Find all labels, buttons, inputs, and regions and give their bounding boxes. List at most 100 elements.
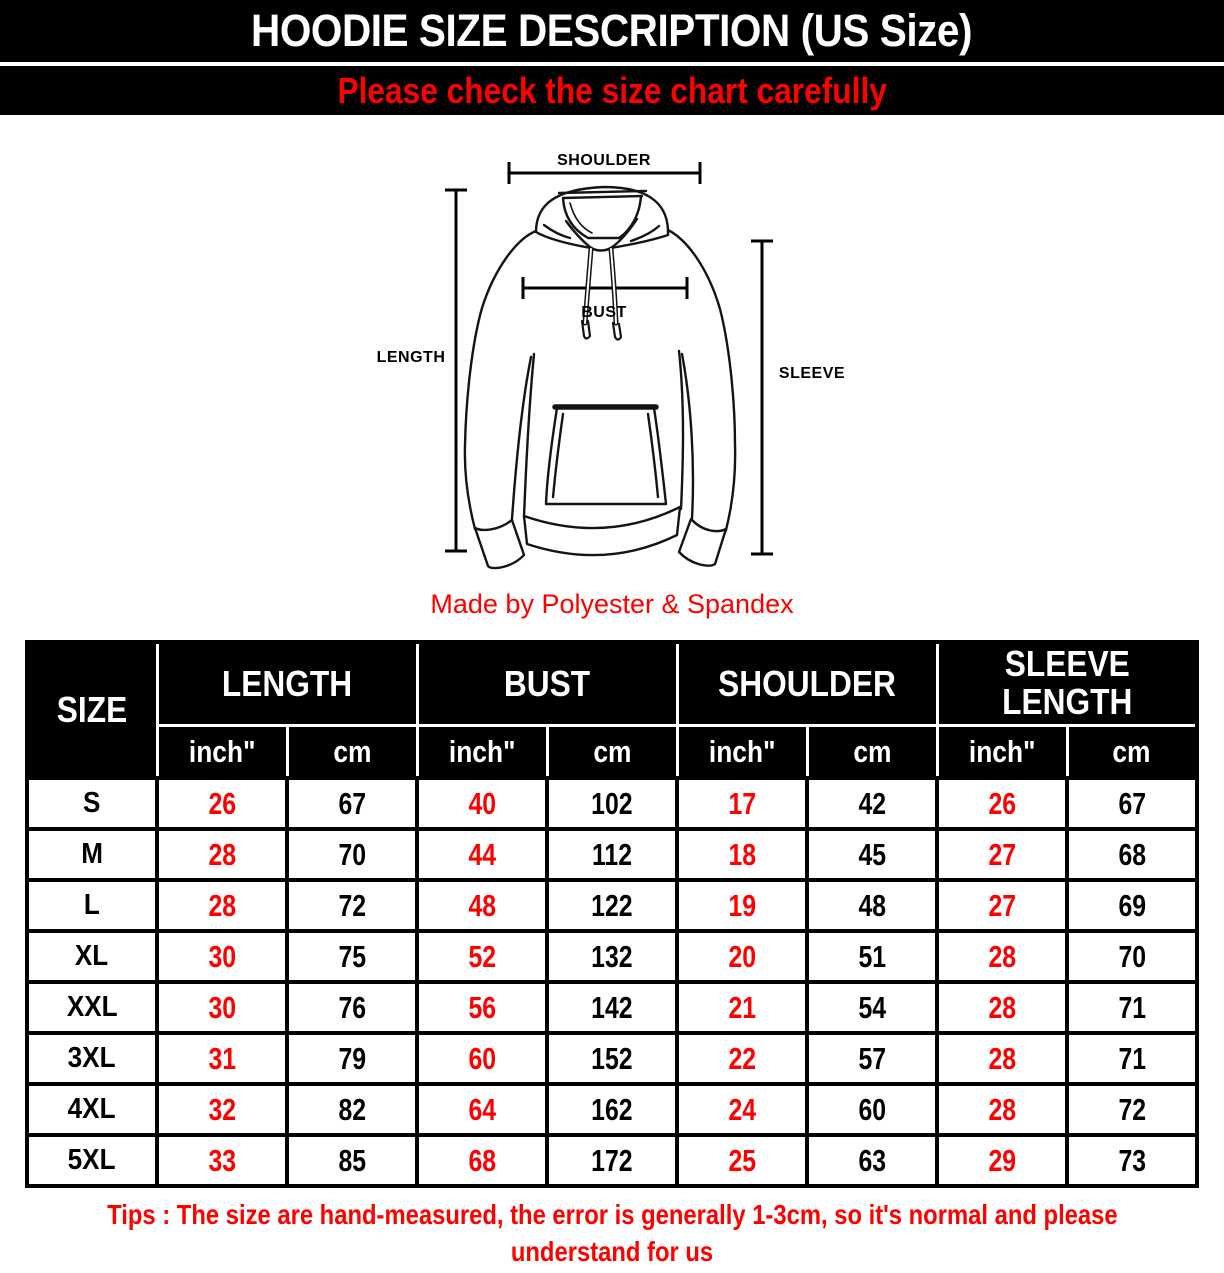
hem-band — [522, 505, 682, 557]
cm-value-cell: 71 — [1065, 980, 1199, 1035]
inch-value-cell: 24 — [675, 1082, 809, 1137]
page-title: HOODIE SIZE DESCRIPTION (US Size) — [251, 5, 973, 56]
inch-value-cell: 28 — [155, 827, 289, 882]
inch-value-cell: 22 — [675, 1031, 809, 1086]
cm-value-cell: 54 — [805, 980, 939, 1035]
inch-value-cell: 52 — [415, 929, 549, 984]
hood — [534, 185, 670, 237]
tips-note: Tips : The size are hand-measured, the e… — [0, 1196, 1224, 1270]
col-header-size: SIZE — [25, 640, 159, 780]
drawstrings — [580, 246, 623, 341]
cm-value-cell: 60 — [805, 1082, 939, 1137]
size-cell: L — [25, 878, 159, 933]
col-header-shoulder: SHOULDER — [675, 640, 939, 727]
inch-value-cell: 40 — [415, 776, 549, 831]
length-label: LENGTH — [377, 349, 446, 366]
col-header-bust: BUST — [415, 640, 679, 727]
sleeve-measure-line — [751, 239, 773, 556]
hoodie-outline — [463, 185, 737, 570]
inch-value-cell: 31 — [155, 1031, 289, 1086]
cm-value-cell: 70 — [1065, 929, 1199, 984]
inch-value-cell: 32 — [155, 1082, 289, 1137]
cm-value-cell: 72 — [1065, 1082, 1199, 1137]
inch-value-cell: 44 — [415, 827, 549, 882]
unit-header-inch: inch" — [675, 724, 809, 780]
cm-value-cell: 57 — [805, 1031, 939, 1086]
size-cell: S — [25, 776, 159, 831]
tips-line-2: understand for us — [510, 1236, 714, 1267]
cm-value-cell: 42 — [805, 776, 939, 831]
right-cuff — [677, 517, 728, 567]
cm-value-cell: 142 — [545, 980, 679, 1035]
cm-value-cell: 71 — [1065, 1031, 1199, 1086]
tips-line-1: Tips : The size are hand-measured, the e… — [106, 1199, 1118, 1230]
cm-value-cell: 73 — [1065, 1133, 1199, 1188]
size-cell: XXL — [25, 980, 159, 1035]
cm-value-cell: 152 — [545, 1031, 679, 1086]
inch-value-cell: 26 — [935, 776, 1069, 831]
sleeve-label: SLEEVE — [779, 365, 845, 382]
inch-value-cell: 30 — [155, 929, 289, 984]
inch-value-cell: 27 — [935, 827, 1069, 882]
inch-value-cell: 20 — [675, 929, 809, 984]
unit-header-cm: cm — [285, 724, 419, 780]
inch-value-cell: 33 — [155, 1133, 289, 1188]
inch-value-cell: 17 — [675, 776, 809, 831]
cm-value-cell: 75 — [285, 929, 419, 984]
col-header-length: LENGTH — [155, 640, 419, 727]
cm-value-cell: 69 — [1065, 878, 1199, 933]
size-cell: 3XL — [25, 1031, 159, 1086]
inch-value-cell: 29 — [935, 1133, 1069, 1188]
cm-value-cell: 112 — [545, 827, 679, 882]
cm-value-cell: 70 — [285, 827, 419, 882]
unit-header-cm: cm — [805, 724, 939, 780]
inch-value-cell: 18 — [675, 827, 809, 882]
inch-value-cell: 19 — [675, 878, 809, 933]
shoulder-label: SHOULDER — [557, 152, 651, 169]
kangaroo-pocket — [544, 406, 668, 506]
inch-value-cell: 56 — [415, 980, 549, 1035]
inch-value-cell: 48 — [415, 878, 549, 933]
cm-value-cell: 102 — [545, 776, 679, 831]
cm-value-cell: 72 — [285, 878, 419, 933]
cm-value-cell: 162 — [545, 1082, 679, 1137]
unit-header-cm: cm — [545, 724, 679, 780]
cm-value-cell: 63 — [805, 1133, 939, 1188]
table-row: 3XL 31 79 60 152 22 57 28 71 — [25, 1031, 1199, 1086]
table-row: 5XL 33 85 68 172 25 63 29 73 — [25, 1133, 1199, 1188]
inch-value-cell: 30 — [155, 980, 289, 1035]
inch-value-cell: 28 — [935, 1031, 1069, 1086]
inch-value-cell: 27 — [935, 878, 1069, 933]
size-cell: M — [25, 827, 159, 882]
inch-value-cell: 28 — [935, 1082, 1069, 1137]
size-table-body: S 26 67 40 102 17 42 26 67 M 28 70 44 112 18 45 27 68 L 28 7… — [25, 776, 1199, 1188]
table-row: M 28 70 44 112 18 45 27 68 — [25, 827, 1199, 882]
cm-value-cell: 172 — [545, 1133, 679, 1188]
title-bar: HOODIE SIZE DESCRIPTION (US Size) — [0, 0, 1224, 62]
cm-value-cell: 45 — [805, 827, 939, 882]
cm-value-cell: 68 — [1065, 827, 1199, 882]
shoulder-measure-line — [507, 162, 702, 184]
subtitle-warning-text: Please check the size chart carefully — [337, 69, 887, 111]
cm-value-cell: 132 — [545, 929, 679, 984]
table-row: XL 30 75 52 132 20 51 28 70 — [25, 929, 1199, 984]
unit-header-cm: cm — [1065, 724, 1199, 780]
unit-header-inch: inch" — [415, 724, 549, 780]
cm-value-cell: 48 — [805, 878, 939, 933]
table-row: S 26 67 40 102 17 42 26 67 — [25, 776, 1199, 831]
inch-value-cell: 64 — [415, 1082, 549, 1137]
cm-value-cell: 85 — [285, 1133, 419, 1188]
left-cuff — [473, 518, 526, 570]
inch-value-cell: 28 — [935, 980, 1069, 1035]
inch-value-cell: 28 — [935, 929, 1069, 984]
cm-value-cell: 122 — [545, 878, 679, 933]
length-measure-line — [445, 188, 467, 553]
hoodie-measurement-diagram: SHOULDER LENGTH BUST SLEEVE — [377, 152, 845, 570]
table-row: 4XL 32 82 64 162 24 60 28 72 — [25, 1082, 1199, 1137]
material-note: Made by Polyester & Spandex — [430, 589, 794, 619]
bust-measure-line — [521, 277, 689, 299]
size-chart-table: SIZE LENGTH BUST SHOULDER SLEEVE LENGTH … — [25, 640, 1199, 1188]
cm-value-cell: 76 — [285, 980, 419, 1035]
bust-label: BUST — [581, 304, 627, 321]
